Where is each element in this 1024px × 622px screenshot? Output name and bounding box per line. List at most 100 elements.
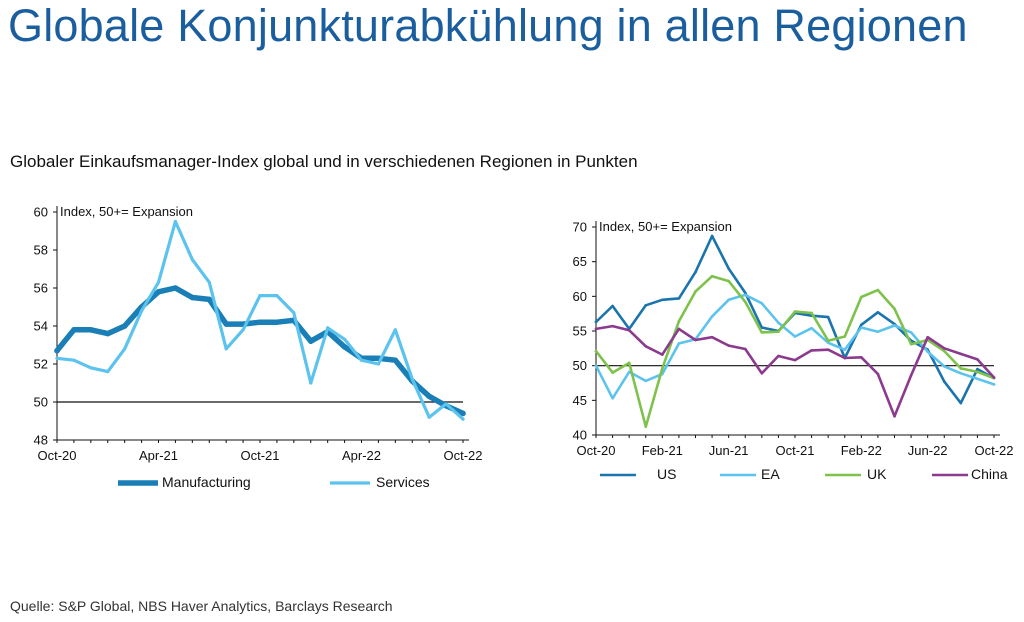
x-tick-label: Oct-20	[37, 448, 76, 463]
x-tick-label: Oct-20	[576, 443, 615, 458]
data-point-china	[760, 371, 764, 375]
data-point-uk	[893, 307, 896, 311]
x-tick-label: Oct-21	[775, 443, 814, 458]
data-point-uk	[876, 288, 880, 292]
data-point-china	[777, 354, 780, 358]
data-point-china	[959, 352, 963, 356]
data-point-us	[942, 380, 946, 383]
data-point-manufacturing	[274, 319, 280, 325]
data-point-ea	[594, 364, 598, 367]
data-point-manufacturing	[308, 338, 314, 344]
data-point-us	[727, 267, 730, 270]
data-point-services	[292, 311, 296, 315]
y-tick-label: 50	[34, 395, 48, 410]
data-point-uk	[826, 339, 830, 343]
y-tick-label: 55	[573, 324, 587, 339]
data-point-china	[843, 356, 847, 360]
data-point-uk	[694, 290, 697, 293]
x-tick-label: Oct-22	[974, 443, 1013, 458]
data-point-uk	[793, 310, 797, 313]
data-point-uk	[727, 279, 730, 283]
data-point-us	[760, 326, 764, 329]
legend-label-china: China	[971, 466, 1008, 482]
data-point-china	[661, 353, 664, 356]
data-point-ea	[959, 371, 963, 375]
data-point-ea	[644, 379, 648, 383]
data-point-china	[710, 335, 714, 339]
data-point-us	[826, 315, 830, 319]
data-point-manufacturing	[121, 323, 128, 329]
data-point-uk	[677, 319, 681, 323]
data-point-manufacturing	[71, 327, 77, 333]
y-tick-label: 54	[34, 319, 48, 334]
data-point-us	[644, 304, 648, 307]
data-point-ea	[627, 370, 631, 374]
data-point-uk	[760, 331, 764, 334]
chart-regional-pmi: 40 45 50 55 60 65 70 Oct-20 Feb-21 Jun-21 Oct-21 Fe…	[573, 219, 1014, 482]
data-point-ea	[710, 315, 714, 318]
data-point-services	[393, 328, 397, 332]
data-point-services	[207, 280, 211, 284]
y-tick-label: 65	[573, 254, 587, 269]
data-point-ea	[843, 348, 847, 352]
legend-label-uk: UK	[867, 466, 887, 482]
data-point-ea	[976, 377, 979, 381]
data-point-china	[611, 324, 614, 328]
y-tick-label: 60	[34, 205, 48, 220]
data-point-services	[461, 417, 465, 421]
data-point-us	[694, 270, 697, 274]
data-point-china	[594, 327, 598, 331]
data-point-services	[275, 294, 279, 298]
y-tick-label: 58	[34, 243, 48, 258]
data-point-ea	[777, 321, 780, 324]
data-point-services	[224, 347, 228, 351]
data-point-manufacturing	[460, 410, 466, 417]
data-point-china	[992, 376, 996, 379]
data-point-ea	[677, 342, 681, 345]
data-point-china	[976, 358, 979, 361]
data-point-us	[959, 401, 963, 405]
data-point-us	[661, 298, 664, 302]
data-point-manufacturing	[172, 285, 179, 291]
data-point-uk	[976, 370, 979, 374]
data-point-manufacturing	[155, 289, 162, 295]
y-tick-label: 56	[34, 281, 48, 296]
x-tick-label: Apr-21	[139, 448, 178, 463]
chart-subtitle: Globaler Einkaufsmanager-Index global un…	[10, 152, 638, 171]
data-point-china	[826, 348, 830, 352]
data-point-services	[342, 337, 347, 341]
x-tick-label: Feb-22	[841, 443, 882, 458]
y-tick-label: 45	[573, 393, 587, 408]
data-point-uk	[661, 367, 664, 370]
data-point-manufacturing	[341, 344, 348, 350]
y-tick-label: 50	[573, 358, 587, 373]
x-tick-label: Oct-21	[240, 448, 279, 463]
data-point-china	[743, 347, 747, 351]
data-point-uk	[743, 300, 747, 304]
data-point-services	[55, 356, 59, 360]
data-point-services	[427, 415, 431, 419]
series-line-china	[594, 324, 996, 418]
data-point-us	[594, 320, 598, 324]
chart-global-pmi: 48 50 52 54 56 58 60 Oct-20 Apr-21 Oct-21 Apr-22 Oc…	[34, 204, 483, 490]
data-point-services	[359, 358, 364, 362]
data-point-china	[860, 356, 863, 359]
data-point-ea	[893, 324, 896, 327]
data-point-china	[727, 344, 730, 347]
data-point-services	[258, 294, 262, 298]
data-point-ea	[810, 326, 813, 330]
data-point-ea	[743, 293, 747, 297]
data-point-china	[876, 372, 880, 376]
data-point-us	[860, 323, 863, 327]
data-point-services	[190, 257, 194, 262]
data-point-us	[976, 367, 979, 371]
data-point-uk	[942, 349, 946, 353]
data-point-services	[106, 370, 110, 374]
data-point-uk	[909, 342, 913, 346]
data-point-services	[410, 377, 414, 381]
data-point-china	[942, 347, 946, 350]
data-point-china	[793, 358, 797, 362]
data-point-uk	[843, 335, 847, 338]
data-point-uk	[860, 295, 863, 299]
data-point-ea	[860, 326, 863, 329]
